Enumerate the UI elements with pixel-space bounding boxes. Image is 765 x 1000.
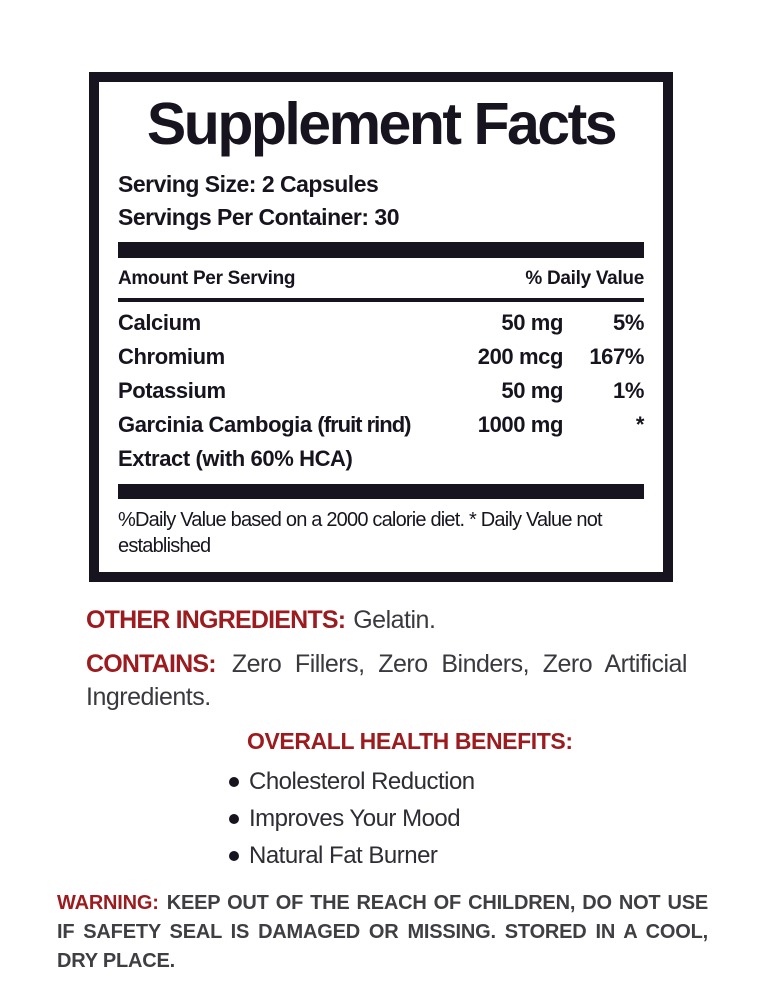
servings-per-container: Servings Per Container: 30 [118,204,400,230]
separator-bar-top [118,242,644,258]
nutrient-dv: 167% [589,344,644,369]
benefit-text: Improves Your Mood [249,805,461,832]
serving-size: Serving Size: 2 Capsules [118,171,379,197]
other-ingredients-label: OTHER INGREDIENTS: [86,606,346,634]
benefits-heading: OVERALL HEALTH BENEFITS: [247,728,573,754]
benefit-text: Natural Fat Burner [249,842,438,869]
contains-label: CONTAINS: [86,650,217,678]
nutrient-name: Potassium [118,378,226,403]
nutrient-amount: 50 mg [501,310,563,335]
nutrient-amount: 200 mcg [477,344,564,369]
list-item: Natural Fat Burner [229,837,573,874]
panel-title: Supplement Facts [146,91,618,157]
nutrient-amount: 1000 mg [477,412,564,437]
table-row: Chromium 200 mcg 167% [118,340,644,374]
nutrient-name: Calcium [118,310,201,335]
other-ingredients-value: Gelatin. [353,606,436,634]
contains-value: Zero Fillers, Zero Binders, Zero Artific… [86,650,688,711]
bullet-icon [229,776,239,787]
benefits-section: OVERALL HEALTH BENEFITS: Cholesterol Red… [229,727,573,874]
nutrient-name-line2: Extract (with 60% HCA) [118,446,353,471]
supplement-facts-panel: Supplement Facts Serving Size: 2 Capsule… [89,72,673,582]
nutrient-dv: * [635,412,645,437]
other-ingredients-section: OTHER INGREDIENTS: Gelatin. [86,604,436,636]
benefit-list: Cholesterol Reduction Improves Your Mood… [229,763,573,874]
warning-text: KEEP OUT OF THE REACH OF CHILDREN, DO NO… [57,892,708,972]
bullet-icon [229,813,239,824]
nutrient-table: Calcium 50 mg 5% Chromium 200 mcg 167% P… [118,306,644,476]
list-item: Improves Your Mood [229,800,573,837]
table-row: Garcinia Cambogia (fruit rind) Extract (… [118,408,644,476]
benefit-text: Cholesterol Reduction [249,768,475,795]
separator-bar-bottom [118,484,644,499]
nutrient-dv: 5% [613,310,644,335]
warning-section: WARNING: KEEP OUT OF THE REACH OF CHILDRE… [57,889,708,976]
nutrient-name-suffix: (fruit rind) [317,412,411,437]
serving-info: Serving Size: 2 Capsules Servings Per Co… [118,168,644,234]
table-row: Potassium 50 mg 1% [118,374,644,408]
daily-value-footnote: %Daily Value based on a 2000 calorie die… [118,509,603,557]
nutrient-amount: 50 mg [501,378,563,403]
table-row: Calcium 50 mg 5% [118,306,644,340]
bullet-icon [229,850,239,861]
warning-label: WARNING: [57,892,159,914]
daily-value-header: % Daily Value [525,268,644,289]
nutrient-name: Garcinia Cambogia [118,412,312,437]
nutrient-dv: 1% [613,378,644,403]
contains-section: CONTAINS: Zero Fillers, Zero Binders, Zer… [86,648,688,714]
nutrient-name: Chromium [118,344,225,369]
table-header-row: Amount Per Serving % Daily Value [118,264,644,302]
list-item: Cholesterol Reduction [229,763,573,800]
amount-per-serving-header: Amount Per Serving [118,268,296,289]
